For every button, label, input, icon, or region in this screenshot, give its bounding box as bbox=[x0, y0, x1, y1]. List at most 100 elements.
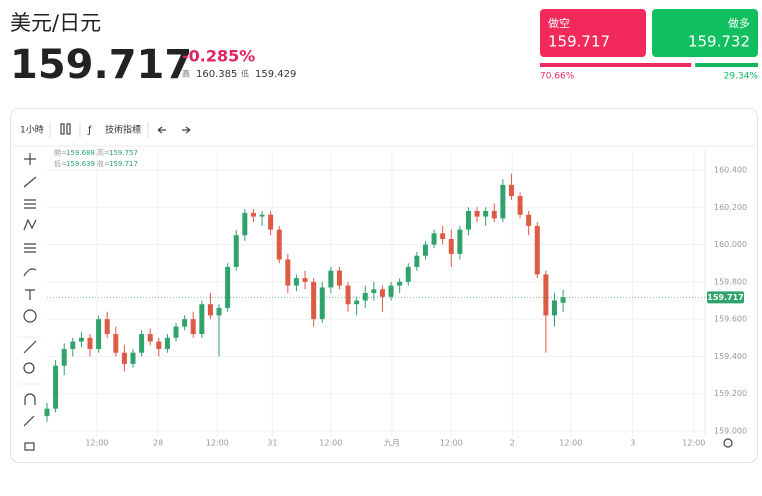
candle-body bbox=[448, 238, 454, 254]
ohlc-label: 開= bbox=[54, 149, 67, 157]
candle-body bbox=[431, 233, 437, 245]
candle-body bbox=[414, 255, 420, 267]
ohlc-value: 159.717 bbox=[109, 160, 138, 168]
x-tick-label: 12:00 bbox=[682, 439, 705, 448]
y-tick-label: 160.400 bbox=[714, 165, 747, 174]
candle-body bbox=[190, 319, 196, 335]
y-tick-label: 160.000 bbox=[714, 240, 747, 249]
settings[interactable] bbox=[723, 438, 733, 448]
candle-icon[interactable] bbox=[60, 123, 65, 135]
candle-body bbox=[526, 214, 532, 226]
candle-body bbox=[147, 334, 153, 342]
candle-body bbox=[336, 270, 342, 286]
sell-share-label: 70.66% bbox=[540, 72, 575, 82]
candle-body bbox=[551, 300, 557, 316]
ohlc-label: 高= bbox=[97, 148, 110, 157]
sell-label[interactable]: 做空 bbox=[548, 16, 570, 30]
candle-body bbox=[328, 270, 334, 288]
ohlc-value: 159.639 bbox=[66, 160, 95, 168]
low-label: 低 bbox=[241, 69, 249, 79]
pair-title: 美元/日元 bbox=[10, 11, 101, 35]
pencil-lock[interactable] bbox=[23, 415, 35, 427]
indicators[interactable]: 技術指標 bbox=[105, 124, 141, 136]
y-tick-label: 160.200 bbox=[714, 203, 747, 212]
ohlc-value: 159.688 bbox=[66, 149, 95, 157]
emoji[interactable] bbox=[23, 309, 37, 323]
candle-body bbox=[121, 352, 127, 364]
candle-body bbox=[130, 352, 136, 364]
crosshair[interactable] bbox=[24, 153, 36, 165]
candle-body bbox=[44, 408, 50, 417]
y-tick-label: 159.200 bbox=[714, 389, 747, 398]
x-tick-label: 九月 bbox=[384, 439, 400, 448]
candle-body bbox=[457, 229, 463, 254]
candle-body bbox=[474, 210, 480, 217]
candle-body bbox=[233, 235, 239, 267]
price: 159.717 bbox=[10, 42, 192, 88]
ruler[interactable] bbox=[23, 340, 37, 354]
lock[interactable] bbox=[24, 442, 35, 451]
candle-body bbox=[319, 287, 325, 320]
x-tick-label: 12:00 bbox=[559, 439, 582, 448]
candle-body bbox=[139, 334, 145, 353]
low-value: 159.429 bbox=[255, 69, 296, 80]
candle-body bbox=[422, 244, 428, 256]
candle-icon[interactable] bbox=[66, 123, 71, 135]
candle-body bbox=[96, 319, 102, 349]
y-tick-label: 159.000 bbox=[714, 427, 747, 436]
x-tick-label: 12:00 bbox=[440, 439, 463, 448]
x-tick-label: 2 bbox=[510, 439, 515, 448]
x-tick-label: 12:00 bbox=[206, 439, 229, 448]
sell-button[interactable] bbox=[540, 9, 646, 57]
candle-body bbox=[371, 289, 377, 294]
interval[interactable]: 1小時 bbox=[20, 125, 44, 136]
trend-line[interactable] bbox=[23, 176, 37, 188]
candle-body bbox=[87, 337, 93, 349]
candle-body bbox=[311, 281, 317, 320]
redo[interactable] bbox=[182, 126, 191, 134]
candle-body bbox=[164, 337, 170, 349]
candle-body bbox=[104, 319, 110, 335]
candle-body bbox=[362, 293, 368, 301]
candle-body bbox=[259, 214, 265, 217]
buy-share bbox=[695, 63, 758, 67]
fib[interactable] bbox=[24, 199, 36, 209]
candle-body bbox=[302, 278, 308, 282]
high-label: 高 bbox=[182, 69, 190, 79]
change: -0.285% bbox=[182, 47, 255, 66]
undo[interactable] bbox=[157, 126, 166, 134]
y-tick-label: 159.400 bbox=[714, 352, 747, 361]
candle-body bbox=[268, 214, 274, 230]
sell-price[interactable]: 159.717 bbox=[548, 33, 610, 51]
candle-body bbox=[285, 259, 291, 286]
candle-body bbox=[156, 341, 162, 349]
candle-body bbox=[173, 326, 179, 338]
candle-body bbox=[207, 304, 213, 316]
candle-body bbox=[242, 212, 248, 236]
magnet[interactable] bbox=[24, 393, 36, 405]
x-tick-label: 3 bbox=[630, 439, 635, 448]
projection[interactable] bbox=[24, 243, 36, 253]
candle-body bbox=[70, 341, 76, 349]
text-tool[interactable] bbox=[25, 289, 35, 300]
candle-body bbox=[388, 285, 394, 297]
candle-body bbox=[199, 304, 205, 335]
fx-icon[interactable]: ƒ bbox=[87, 125, 92, 136]
candle-body bbox=[379, 289, 385, 297]
candle-body bbox=[405, 266, 411, 282]
candle-body bbox=[543, 274, 549, 316]
brush[interactable] bbox=[23, 268, 37, 277]
candle-body bbox=[508, 184, 514, 197]
candle-body bbox=[78, 337, 84, 342]
y-tick-label: 159.600 bbox=[714, 315, 747, 324]
price-tag bbox=[707, 291, 744, 304]
candle-body bbox=[500, 184, 506, 219]
buy-button[interactable] bbox=[652, 9, 758, 57]
price-tag-label: 159.717 bbox=[707, 293, 743, 302]
buy-price[interactable]: 159.732 bbox=[688, 33, 750, 51]
buy-label[interactable]: 做多 bbox=[728, 16, 750, 30]
zoom[interactable] bbox=[23, 362, 35, 374]
pattern[interactable] bbox=[23, 218, 37, 231]
candle-body bbox=[483, 210, 489, 217]
